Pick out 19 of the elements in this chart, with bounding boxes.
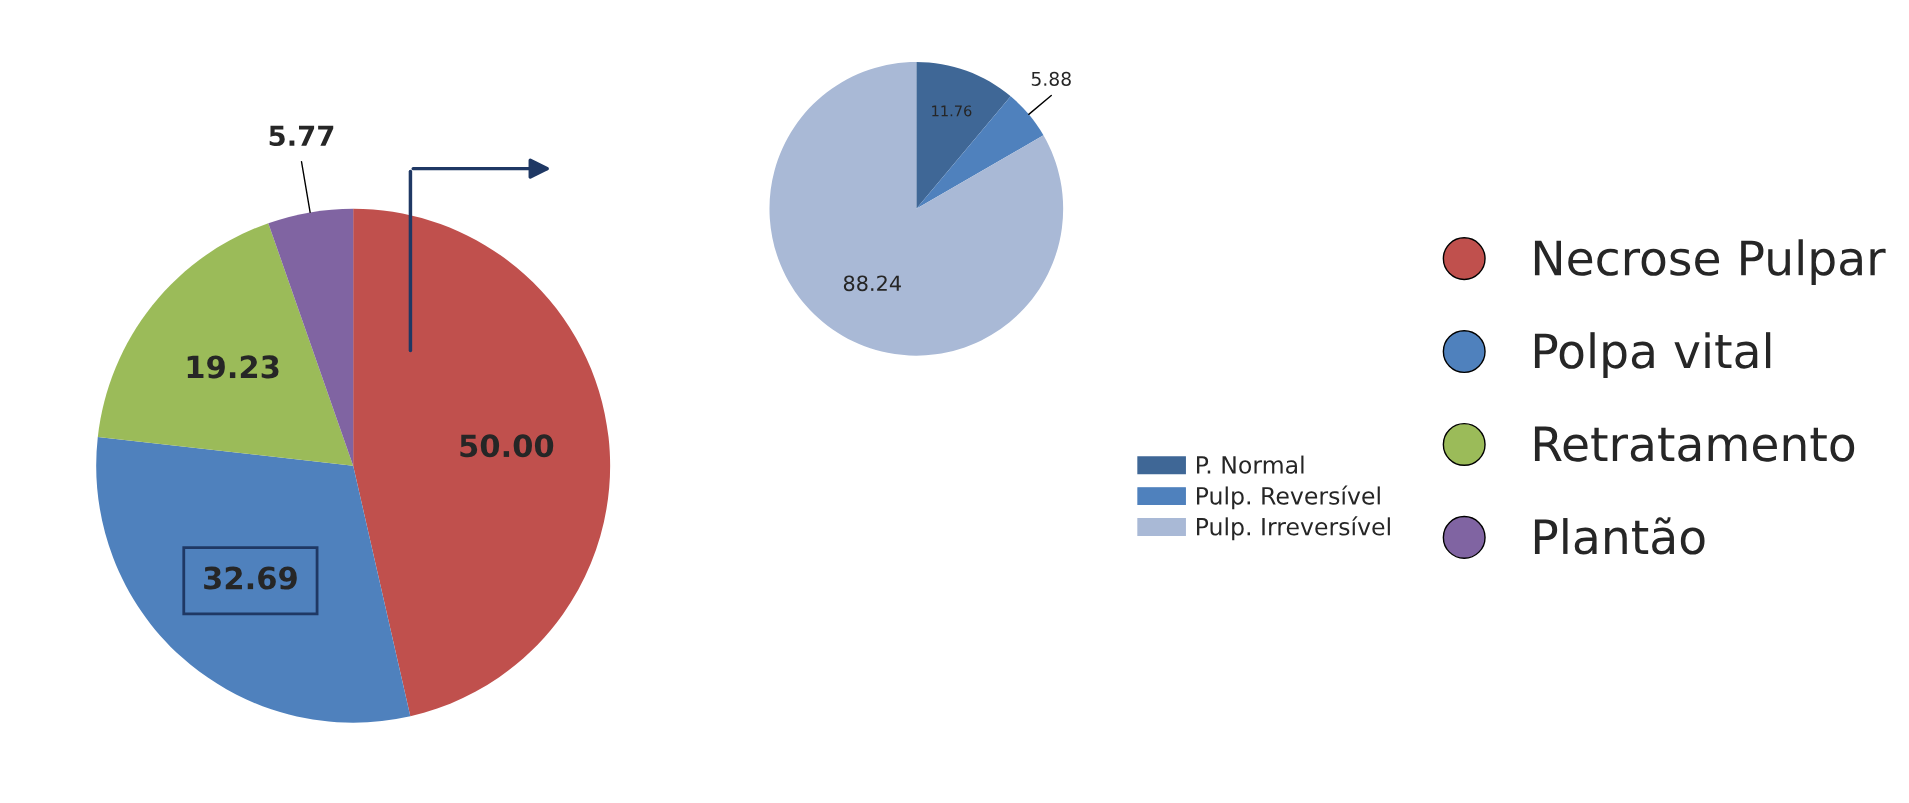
legend-label: P. Normal xyxy=(1197,455,1304,474)
pie-slice xyxy=(96,436,411,723)
pie-slice xyxy=(353,208,611,717)
legend-label: Pulp. Reversível xyxy=(1197,485,1380,510)
pie-slice xyxy=(97,223,354,466)
legend-label: Necrose Pulpar xyxy=(1534,239,1886,285)
legend-label: Plantão xyxy=(1534,517,1705,555)
pie-slice xyxy=(916,61,1011,209)
data-label: 88.24 xyxy=(843,275,901,292)
data-label: 19.23 xyxy=(187,355,279,379)
data-label: 5.88 xyxy=(1031,71,1071,86)
data-label: 32.69 xyxy=(204,566,297,590)
data-label: 11.76 xyxy=(932,105,972,117)
data-label: 5.77 xyxy=(269,125,334,147)
legend-label: Pulp. Irreversível xyxy=(1197,516,1390,541)
data-label: 50.00 xyxy=(460,434,554,458)
legend-label: Polpa vital xyxy=(1534,332,1771,378)
legend-label: Retratamento xyxy=(1534,426,1855,462)
pie-slice xyxy=(916,96,1044,209)
